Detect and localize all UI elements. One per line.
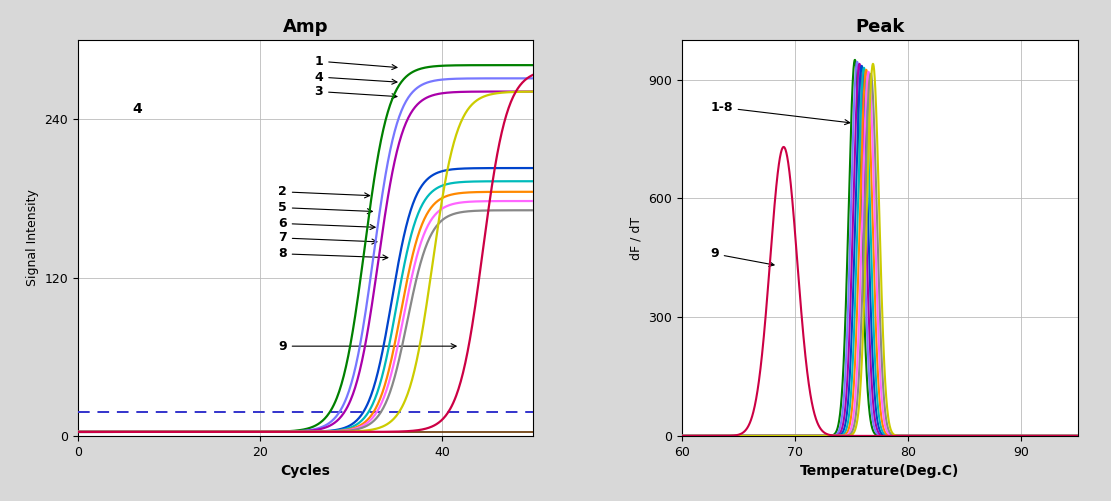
Text: 4: 4 [314,71,397,84]
Text: 1-8: 1-8 [710,101,850,125]
Title: Amp: Amp [282,18,328,36]
X-axis label: Cycles: Cycles [280,464,330,478]
Y-axis label: Signal Intensity: Signal Intensity [26,189,39,287]
Text: 9: 9 [278,340,457,353]
Text: 2: 2 [278,185,370,198]
Y-axis label: dF / dT: dF / dT [630,216,642,260]
X-axis label: Temperature(Deg.C): Temperature(Deg.C) [800,464,960,478]
Title: Peak: Peak [855,18,904,36]
Text: 3: 3 [314,85,397,99]
Text: 7: 7 [278,231,377,244]
Text: 1: 1 [314,55,397,70]
Text: 8: 8 [278,247,388,261]
Text: 4: 4 [132,102,142,116]
Text: 5: 5 [278,201,372,214]
Text: 6: 6 [278,217,376,230]
Text: 9: 9 [710,247,774,267]
